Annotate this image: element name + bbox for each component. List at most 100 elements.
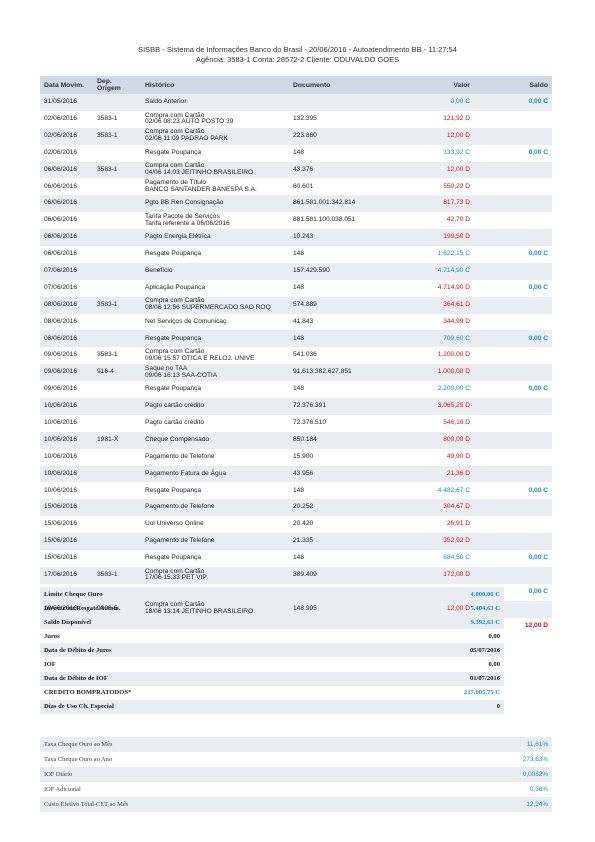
summary-label: Invest.com Resgate Autom. (44, 604, 121, 612)
row-balance (474, 516, 552, 533)
row-balance: 0,00 C (528, 587, 548, 595)
rate-value: 0,38% (529, 786, 548, 793)
row-document: 60.601 (293, 182, 314, 190)
row-document: 148 (293, 283, 305, 291)
rate-value: 11,61% (416, 737, 552, 752)
table-row: 17/06/2016 3583-1 Compra com Cartão 17/06 1… (40, 566, 552, 584)
row-origin (93, 465, 141, 483)
row-balance: 12,00 D (524, 621, 548, 629)
row-history: Resgate Poupança (141, 482, 289, 499)
row-document: 15.900 (293, 452, 314, 460)
row-date: 08/06/2016 (40, 296, 93, 314)
row-history-line1: Benefício (145, 266, 173, 274)
row-history-line1: Cheque Compensado (145, 435, 210, 443)
table-row: 02/06/2016 3583-1 Compra com Cartão 02/06 0… (40, 111, 552, 128)
row-history-line1: Compra com Cartão (145, 567, 205, 575)
row-balance (474, 600, 552, 618)
row-origin: 3583-1 (97, 351, 118, 359)
row-history-line1: Pagamento de Título (145, 179, 207, 187)
row-date: 06/06/2016 (40, 161, 93, 179)
row-document: 389.409 (289, 566, 404, 584)
table-row: 07/06/2016 Benefício 157.429.590 4.714,90 C (40, 262, 552, 280)
rate-label: Taxa Cheque Ouro ao Mês (40, 737, 417, 752)
row-value: 304,67 D (404, 499, 474, 517)
summary-value: 217.005,75 C (463, 689, 500, 697)
row-document: 20.420 (293, 520, 314, 528)
table-row: 06/06/2016 Pagto Energia Elétrica 10.243 19… (40, 229, 552, 247)
row-date: 09/06/2016 (44, 385, 78, 393)
row-date: 02/06/2016 (40, 127, 93, 145)
summary-value: 0 (357, 699, 504, 714)
table-row: 20/06/2016 9008-5 Compra com Cartão 18/06 1… (40, 600, 552, 618)
row-origin (93, 381, 141, 398)
rate-row: Taxa Cheque Ouro ao Ano 273,63% (40, 752, 552, 767)
row-value: 817,73 D (404, 195, 474, 213)
row-value: 1.000,00 D (404, 364, 474, 382)
row-value: 0,00 C (404, 94, 474, 111)
row-value: 12,00 D (404, 600, 474, 618)
row-history: Pgto BB Ren Consignação (141, 195, 289, 213)
table-row: 15/06/2016 Pagamento de Telefone 21.335 352… (40, 533, 552, 551)
table-row: 02/06/2016 3583-1 Compra com Cartão 02/06 1… (40, 127, 552, 145)
summary-value: 9.392,63 C (357, 615, 504, 630)
row-history: Uol Universo Online (141, 516, 289, 533)
row-balance (474, 347, 552, 364)
row-balance (474, 465, 552, 483)
row-date: 08/06/2016 (40, 330, 93, 348)
summary-row: Invest.com Resgate Autom. 5.404,63 C (40, 601, 504, 615)
row-value: 550,22 D (443, 182, 470, 190)
table-row: 15/06/2016 Pagamento de Telefone 20.252 304… (40, 499, 552, 517)
table-row: 06/06/2016 Resgate Poupança 148 1.622,15 C 0… (40, 246, 552, 263)
row-origin (93, 262, 141, 280)
row-history: Benefício (141, 262, 289, 280)
row-history-line1: Compra com Cartão (145, 348, 205, 355)
col-origin-line2: Origem (97, 85, 121, 92)
row-history-line2: 02/06 11:09 PADRAO PARK (145, 135, 228, 143)
rate-label: Taxa Cheque Ouro ao Ano (44, 756, 113, 763)
row-origin: 3583-1 (93, 296, 141, 314)
row-balance (474, 127, 552, 145)
row-document: 148 (289, 330, 404, 348)
row-history: Pagamento de Telefone (141, 533, 289, 551)
row-history: Resgate Poupança (141, 550, 289, 567)
row-date: 10/06/2016 (40, 398, 93, 415)
table-row: 06/06/2016 Tarifa Pacote de Serviços Tarif… (40, 212, 552, 229)
row-history: Net Serviços de Comunicaç (141, 314, 289, 331)
row-history-line1: Pagamento de Telefone (145, 537, 215, 545)
row-history: Pagamento de Título BANCO SANTANDER BANES… (141, 178, 289, 195)
row-history-line2: 18/06 13:14 JEITINHO BRASILEIRO (145, 608, 254, 616)
col-balance-header: Saldo (474, 76, 552, 94)
summary-row: CREDITO BOMPRATODOS* 217.005,75 C (40, 686, 504, 700)
table-row: 07/06/2016 Aplicação Poupança 148 4.714,90 … (40, 280, 552, 297)
row-history-line1: Resgate Poupança (145, 554, 202, 562)
row-document: 148 (293, 554, 305, 562)
row-history-line1: Pagto cartão crédito (145, 418, 205, 426)
row-document: 72.376.391 (289, 398, 404, 415)
row-document: 20.252 (289, 499, 404, 517)
row-origin (93, 499, 141, 517)
table-row: 31/05/2016 Saldo Anterior 0,00 C 0,00 C (40, 94, 552, 111)
row-history-line1: Net Serviços de Comunicaç (145, 317, 227, 325)
row-document: 157.429.590 (289, 262, 404, 280)
summary-label: Saldo Disponível (40, 615, 358, 630)
col-date-header: Data Movim. (40, 76, 93, 94)
table-row: 10/06/2016 Pagamento Fatura de Água 43.956… (40, 465, 552, 483)
row-date: 10/06/2016 (44, 486, 78, 494)
row-history-line1: Uol Universo Online (145, 520, 204, 528)
row-history-line1: Pagamento de Telefone (145, 503, 215, 511)
row-history: Compra com Cartão 09/06 15:57 OTICA E REL… (141, 347, 289, 364)
row-balance (474, 364, 552, 382)
row-document: 148 (293, 250, 305, 258)
rates-body: Taxa Cheque Ouro ao Mês 11,61% Taxa Cheque… (40, 737, 552, 812)
row-history: Compra com Cartão 02/06 11:09 PADRAO PARK (141, 127, 289, 145)
row-balance (474, 566, 552, 584)
row-balance (474, 533, 552, 551)
row-history-line1: Saque no TAA (145, 364, 188, 372)
row-document: 10.243 (289, 229, 404, 247)
rate-value: 0,0082% (416, 767, 552, 782)
table-header-row: Data Movim. Dep. Origem Histórico Documen… (40, 76, 552, 94)
row-document: 148 (293, 486, 305, 494)
table-row: 09/06/2016 Resgate Poupança 148 2.200,00 C 0… (40, 381, 552, 398)
row-date: 06/06/2016 (44, 182, 78, 190)
table-row: 10/06/2016 Pagto cartão crédito 72.376.391… (40, 398, 552, 415)
